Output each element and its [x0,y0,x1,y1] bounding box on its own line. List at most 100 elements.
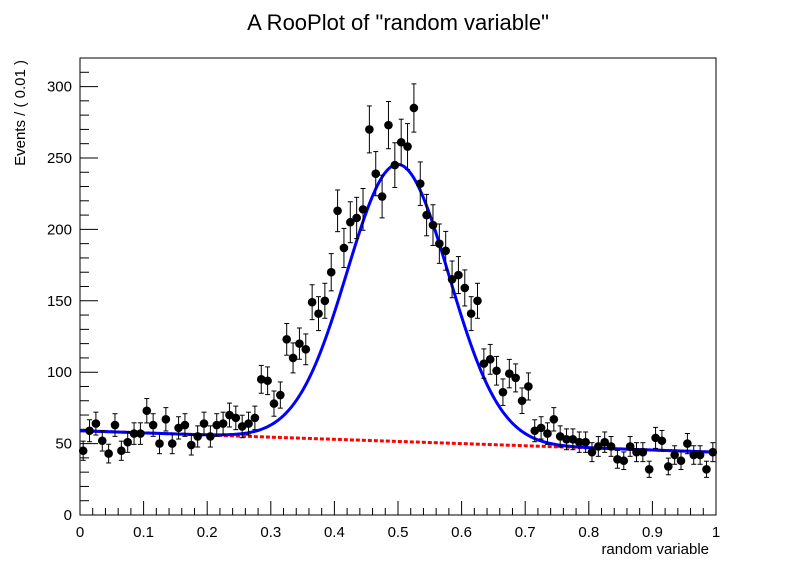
data-point [97,429,107,452]
data-marker [422,210,431,220]
data-point [187,434,196,456]
data-point [543,422,552,445]
data-point [403,123,412,170]
data-marker [218,419,228,428]
data-marker [606,442,616,451]
data-marker [670,450,679,460]
data-point [670,445,679,465]
data-marker [415,179,425,188]
data-marker [365,125,374,134]
data-marker [600,437,609,447]
data-marker [155,439,164,448]
data-point [454,256,463,295]
data-marker [505,369,514,378]
data-marker [193,432,202,441]
data-marker [562,435,571,444]
data-marker [288,353,298,363]
data-point [193,425,202,448]
data-marker [638,447,648,457]
data-marker [664,462,673,471]
data-point [460,269,470,307]
data-point [505,358,514,389]
data-marker [167,439,177,448]
data-marker [333,206,342,216]
data-point [447,260,457,299]
data-marker [358,205,368,214]
data-marker [536,423,546,433]
data-point [78,440,88,461]
data-marker [619,456,629,466]
data-point [485,343,495,375]
data-point [435,223,444,264]
data-marker [123,437,132,447]
data-marker [301,345,311,354]
data-point [91,411,101,436]
data-marker [543,429,552,438]
data-point [689,445,699,465]
data-marker [129,429,139,438]
data-marker [307,297,317,307]
data-point [428,204,438,246]
x-axis-title: random variable [601,541,709,558]
data-marker [708,447,718,457]
data-marker [644,465,654,474]
y-tick-label: 250 [47,150,72,167]
data-point [536,416,546,440]
data-point [199,411,209,436]
data-point [644,460,654,478]
data-marker [91,419,101,428]
data-point [301,333,311,366]
data-point [517,387,527,415]
data-point [117,440,126,461]
data-point [123,431,132,453]
data-marker [625,442,635,451]
data-marker [314,309,323,318]
data-marker [447,275,457,284]
data-point [307,284,317,321]
data-marker [263,376,272,386]
data-marker [104,449,113,458]
data-point [695,445,705,465]
data-points [78,83,718,478]
data-marker [377,192,387,201]
data-marker [384,120,393,130]
data-point [581,431,590,453]
data-point [358,187,368,231]
data-marker [85,426,94,436]
data-point [511,363,520,393]
x-tick-label: 0 [76,524,84,541]
data-marker [479,359,489,368]
data-marker [136,429,145,438]
data-point [396,118,406,166]
chart-title: A RooPlot of "random variable" [247,10,549,35]
data-point [180,413,190,437]
data-point [326,253,336,292]
data-point [415,161,425,206]
data-marker [441,246,451,256]
data-point [384,101,393,150]
x-tick-label: 0.9 [642,524,663,541]
data-point [702,460,711,478]
data-point [263,366,272,396]
data-point [339,227,349,268]
data-marker [689,450,699,460]
data-point [683,432,692,455]
data-marker [498,387,508,397]
data-point [136,422,145,445]
data-marker [594,442,603,451]
x-tick-label: 0.7 [515,524,536,541]
data-marker [466,309,476,318]
data-marker [549,415,559,424]
data-marker [161,415,171,424]
y-tick-label: 0 [64,507,72,524]
data-point [676,451,686,471]
data-point [606,436,616,457]
data-marker [524,382,533,391]
data-point [574,431,584,453]
data-point [352,196,361,240]
data-marker [231,413,241,423]
data-point [282,323,292,356]
data-point [269,390,279,417]
data-point [549,407,559,432]
x-tick-label: 0.1 [133,524,154,541]
